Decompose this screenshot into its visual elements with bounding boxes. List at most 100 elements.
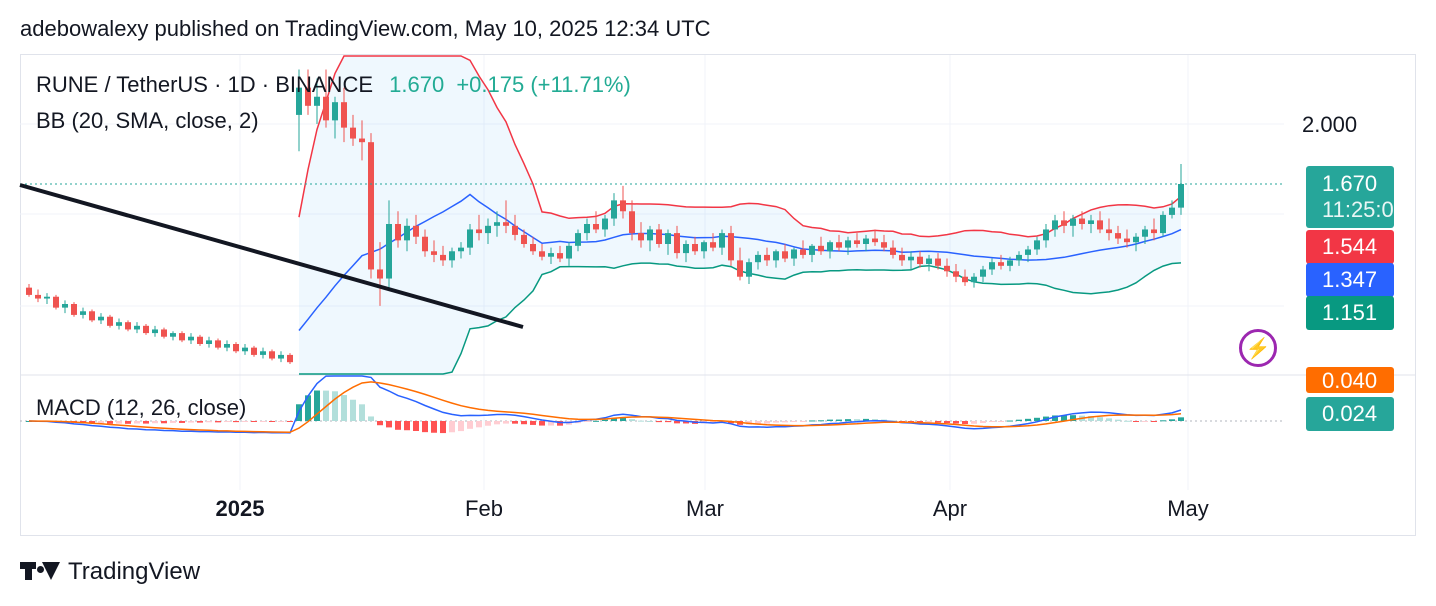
candle-body: [836, 242, 842, 248]
macd-histogram-bar: [458, 421, 464, 432]
macd-histogram-bar: [242, 421, 248, 422]
candle-body: [584, 224, 590, 234]
macd-histogram-bar: [548, 421, 554, 426]
macd-histogram-bar: [611, 417, 617, 421]
macd-histogram-bar: [800, 421, 806, 422]
macd-histogram-bar: [107, 421, 113, 424]
candle-body: [701, 242, 707, 252]
macd-histogram-bar: [809, 420, 815, 422]
candle-body: [971, 276, 977, 283]
macd-histogram-bar: [764, 421, 770, 424]
candle-body: [728, 233, 734, 261]
candle-body: [782, 251, 788, 259]
macd-histogram-bar: [422, 421, 428, 433]
candle-body: [449, 251, 455, 261]
candle-body: [539, 251, 545, 257]
macd-histogram-bar: [251, 421, 257, 422]
candle-body: [737, 260, 743, 277]
macd-histogram-bar: [350, 399, 356, 421]
macd-histogram-bar: [953, 421, 959, 424]
candle-body: [710, 242, 716, 248]
macd-histogram-bar: [926, 421, 932, 423]
macd-histogram-bar: [143, 421, 149, 424]
candle-body: [143, 325, 149, 334]
lightning-icon[interactable]: ⚡: [1239, 329, 1277, 367]
candle-body: [1025, 249, 1031, 255]
macd-histogram-bar: [638, 420, 644, 422]
candle-body: [1115, 233, 1121, 239]
macd-histogram-bar: [854, 419, 860, 421]
candle-body: [899, 254, 905, 261]
candle-body: [350, 127, 356, 139]
candle-body: [791, 249, 797, 259]
candle-body: [620, 200, 626, 212]
candle-body: [548, 253, 554, 257]
candle-body: [242, 347, 248, 352]
macd-histogram-bar: [476, 421, 482, 428]
x-tick-label: May: [1167, 496, 1209, 521]
macd-histogram-bar: [1142, 421, 1148, 422]
candle-body: [1160, 214, 1166, 234]
candle-body: [1088, 220, 1094, 224]
candle-body: [44, 296, 50, 299]
candle-body: [287, 354, 293, 363]
last-price-label: 1.670 11:25:01: [1306, 166, 1406, 228]
macd-histogram-bar: [197, 421, 203, 423]
macd-histogram-bar: [359, 404, 365, 421]
macd-histogram-bar: [1070, 415, 1076, 421]
candle-body: [467, 229, 473, 248]
candle-body: [26, 287, 32, 295]
macd-histogram-bar: [467, 421, 473, 429]
macd-histogram-bar: [1160, 420, 1166, 422]
candle-body: [998, 262, 1004, 266]
candle-body: [179, 333, 185, 341]
macd-histogram-bar: [1052, 415, 1058, 421]
macd-histogram-bar: [908, 421, 914, 422]
candle-body: [953, 271, 959, 277]
candle-body: [215, 340, 221, 348]
candle-body: [62, 304, 68, 308]
macd-signal-line: [28, 381, 1182, 434]
candle-body: [134, 325, 140, 330]
candle-body: [989, 262, 995, 270]
candle-body: [1016, 254, 1022, 261]
candle-body: [593, 224, 599, 230]
candle-body: [557, 253, 563, 259]
candle-body: [395, 224, 401, 241]
candle-body: [413, 225, 419, 237]
macd-histogram-bar: [791, 421, 797, 422]
macd-histogram-bar: [593, 420, 599, 422]
footer-brand[interactable]: TradingView: [20, 558, 200, 586]
x-tick-label: Mar: [686, 496, 724, 521]
candle-body: [944, 265, 950, 272]
bb-basis-label: 1.347: [1306, 263, 1394, 297]
macd-histogram-bar: [494, 421, 500, 425]
candle-body: [926, 258, 932, 264]
candle-body: [674, 233, 680, 254]
candle-body: [692, 244, 698, 252]
candle-body: [1169, 207, 1175, 215]
candle-body: [818, 245, 824, 252]
macd-histogram-bar: [395, 421, 401, 430]
candle-body: [935, 258, 941, 266]
bb-lower-label: 1.151: [1306, 296, 1394, 330]
candle-body: [89, 311, 95, 321]
candle-body: [125, 322, 131, 330]
candle-body: [1079, 218, 1085, 224]
candle-body: [512, 225, 518, 235]
candle-body: [1070, 218, 1076, 226]
publish-header: adebowalexy published on TradingView.com…: [20, 16, 711, 41]
macd-histogram-bar: [89, 421, 95, 424]
candle-body: [908, 256, 914, 261]
macd-histogram-bar: [629, 419, 635, 421]
candle-body: [305, 87, 311, 106]
candle-body: [980, 269, 986, 277]
macd-histogram-bar: [962, 421, 968, 425]
candle-body: [341, 102, 347, 128]
macd-histogram-bar: [305, 395, 311, 421]
macd-histogram-bar: [539, 421, 545, 426]
bb-upper-line: [298, 55, 1182, 238]
macd-legend: MACD (12, 26, close): [36, 395, 247, 420]
candle-body: [764, 254, 770, 261]
candle-body: [746, 262, 752, 277]
